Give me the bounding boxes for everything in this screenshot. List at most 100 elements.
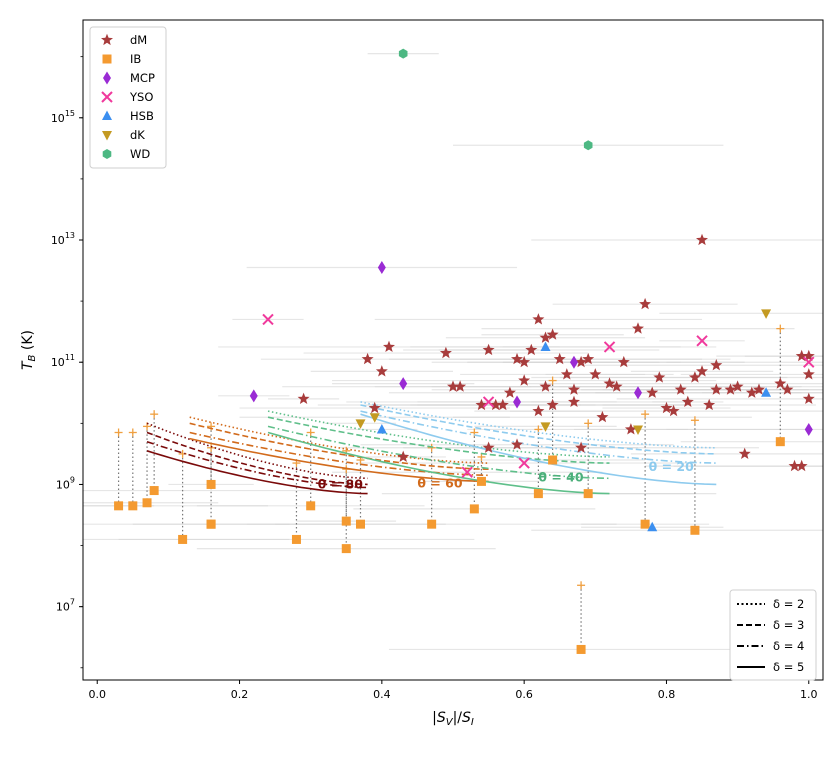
ib-point	[548, 455, 558, 465]
dm-point	[568, 395, 580, 407]
upper-limit-marker	[776, 324, 785, 333]
x-tick-label: 0.0	[88, 688, 106, 701]
dm-point	[710, 383, 723, 395]
dm-point	[646, 386, 659, 398]
dm-point	[632, 322, 644, 334]
x-axis-label: |SV|/SI	[432, 710, 474, 728]
dm-point	[532, 313, 545, 325]
delta-legend: δ = 2 δ = 3 δ = 4 δ = 5	[729, 589, 817, 681]
dm-point	[518, 374, 531, 386]
dm-point	[696, 365, 708, 377]
upper-limit-marker	[207, 443, 216, 452]
theta-curve	[189, 422, 489, 470]
dm-point	[297, 392, 310, 404]
legend-box	[89, 26, 167, 169]
mcp-point	[804, 422, 813, 436]
upper-limit-marker	[427, 443, 436, 452]
data-points-layer	[114, 48, 815, 654]
dm-point	[518, 355, 531, 368]
theta-curve	[189, 437, 489, 483]
theta-curve	[146, 422, 368, 480]
upper-limit-marker	[548, 376, 557, 385]
dk-point	[633, 425, 643, 435]
dm-point	[610, 380, 623, 392]
yso-point	[262, 313, 274, 326]
dm-point	[539, 380, 552, 392]
dm-point	[582, 352, 595, 365]
dm-point	[802, 368, 815, 380]
dm-point	[781, 383, 794, 395]
upper-limit-marker	[114, 428, 123, 437]
theta-curve	[267, 431, 610, 495]
yso-point	[803, 356, 815, 368]
upper-limit-marker	[690, 416, 699, 425]
ib-point	[341, 516, 351, 526]
mcp-point	[634, 386, 642, 400]
ib-point	[128, 501, 138, 511]
theta-curve	[267, 425, 610, 480]
dm-point	[575, 441, 588, 453]
mcp-point	[377, 261, 386, 274]
ib-point	[114, 501, 124, 511]
yso-point	[518, 457, 530, 469]
dm-point	[361, 352, 374, 365]
upper-limit-marker	[306, 428, 315, 437]
dm-point	[397, 450, 410, 462]
ib-point	[690, 525, 700, 535]
y-tick-label: 109	[56, 475, 75, 491]
dm-point	[753, 383, 765, 395]
dm-point	[667, 404, 680, 417]
dm-point	[774, 377, 787, 389]
theta-curve	[360, 404, 717, 455]
y-axis-ticks: 107 109 1011 1013 1015	[51, 56, 83, 669]
curve-label: θ = 40	[538, 469, 583, 484]
dm-point	[489, 398, 502, 411]
hsb-point	[647, 521, 658, 532]
legend-label: WD	[130, 147, 150, 161]
hsb-point	[376, 423, 387, 434]
legend-marker	[102, 54, 112, 64]
ib-point	[469, 504, 479, 514]
ib-point	[775, 437, 785, 447]
dm-point	[603, 377, 616, 389]
y-tick-label: 1015	[51, 109, 75, 125]
ib-point	[178, 534, 188, 544]
legend-label: IB	[130, 52, 141, 66]
dm-point	[575, 355, 588, 368]
dk-point	[355, 419, 366, 429]
dk-point	[369, 413, 380, 423]
theta-curves-layer	[146, 401, 717, 495]
dm-point	[802, 349, 815, 362]
legend-label: YSO	[129, 90, 153, 104]
theta-curve	[146, 450, 368, 495]
wd-point	[398, 48, 408, 59]
dm-point	[703, 398, 716, 411]
legend-label: δ = 4	[773, 639, 804, 653]
legend-marker	[103, 71, 111, 85]
upper-limit-marker	[150, 410, 159, 419]
dm-point	[383, 340, 395, 352]
y-tick-label: 1013	[51, 231, 75, 247]
dm-point	[475, 398, 488, 411]
ib-point	[356, 519, 365, 529]
x-tick-label: 0.6	[515, 688, 533, 701]
dm-point	[788, 459, 801, 472]
ib-point	[149, 486, 159, 496]
dm-point	[447, 380, 459, 392]
legend-label: dK	[130, 128, 145, 142]
dm-point	[795, 349, 808, 362]
error-bars-layer	[83, 53, 823, 651]
curve-label: θ = 20	[649, 459, 694, 474]
dm-point	[439, 346, 452, 359]
legend-marker	[102, 110, 112, 120]
dm-point	[617, 355, 630, 368]
dm-point	[568, 383, 580, 395]
dm-point	[674, 383, 687, 395]
dm-point	[589, 368, 602, 380]
ib-point	[142, 498, 152, 508]
dm-point	[511, 352, 523, 365]
ib-point	[476, 476, 486, 486]
legend-marker	[101, 91, 113, 103]
dm-point	[639, 297, 652, 310]
dm-point	[546, 328, 559, 340]
